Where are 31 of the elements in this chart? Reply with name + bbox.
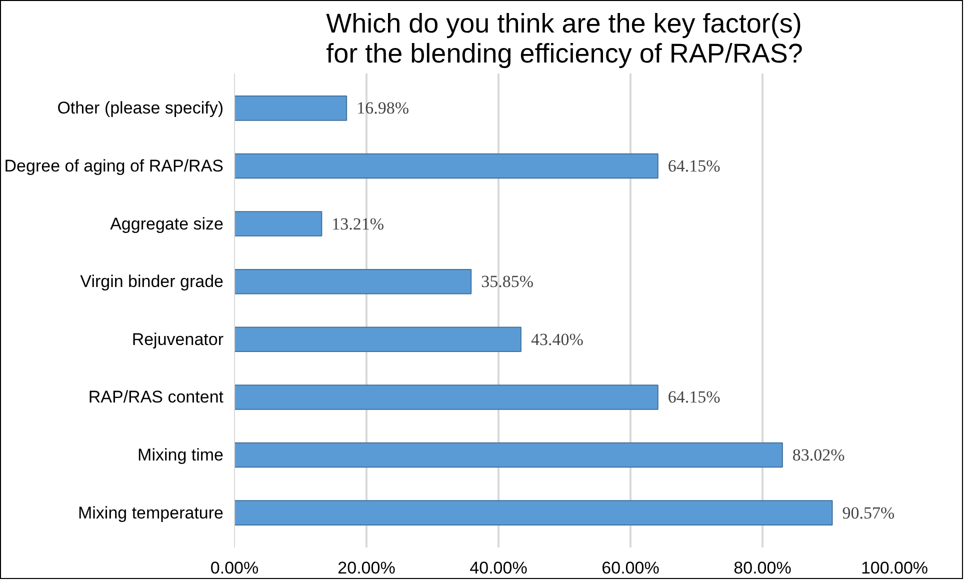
x-tick-label: 40.00%	[470, 558, 528, 578]
bar	[234, 326, 522, 352]
data-label: 43.40%	[530, 330, 584, 349]
x-tick-label: 0.00%	[210, 558, 259, 578]
y-tick-label: Other (please specify)	[57, 98, 224, 118]
chart-title: Which do you think are the key factor(s) for the blending efficiency of RAP/RAS?	[326, 8, 803, 68]
bar	[234, 153, 658, 179]
y-tick-label: Rejuvenator	[132, 330, 224, 349]
y-tick-label: RAP/RAS content	[88, 388, 224, 407]
x-tick-label: 60.00%	[602, 558, 660, 578]
data-label: 16.98%	[356, 98, 409, 118]
data-label: 90.57%	[842, 503, 895, 522]
data-label: 64.15%	[668, 156, 720, 176]
bar	[234, 211, 322, 236]
bar	[234, 268, 472, 294]
data-label: 13.21%	[332, 214, 384, 234]
y-tick-label: Mixing time	[138, 446, 224, 465]
y-tick-label: Mixing temperature	[78, 503, 224, 522]
bar	[234, 442, 783, 468]
y-tick-label: Degree of aging of RAP/RAS	[4, 156, 224, 176]
x-tick-label: 80.00%	[734, 558, 792, 578]
data-label: 83.02%	[792, 446, 845, 465]
x-tick-label: 20.00%	[338, 558, 396, 578]
bar	[234, 384, 658, 410]
y-tick-label: Virgin binder grade	[80, 272, 224, 292]
data-label: 64.15%	[668, 388, 720, 407]
bar	[234, 96, 348, 121]
bar	[234, 500, 833, 526]
x-tick-label: 100.00%	[860, 558, 928, 578]
data-label: 35.85%	[481, 272, 534, 292]
y-tick-label: Aggregate size	[110, 214, 224, 234]
